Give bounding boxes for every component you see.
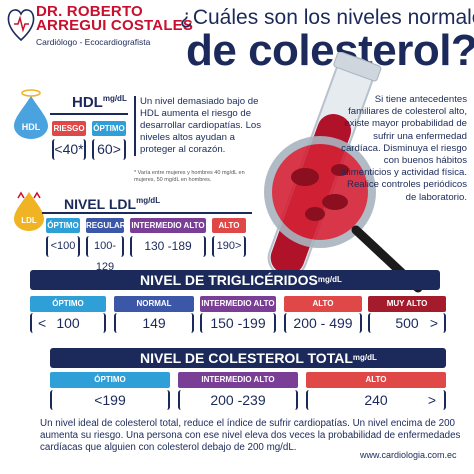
ldl-value-alto: 190> [212,236,246,257]
page-title-line-1: ¿Cuáles son los niveles normales [180,6,474,29]
brand-subtitle: Cardiólogo - Ecocardiografista [36,37,151,47]
ldl-label-regular: REGULAR [86,218,126,233]
total-value-intermedio-alto: 200 -239 [178,390,298,410]
test-tube-magnifier-illustration [264,52,423,293]
trig-value-alto: 200 - 499 [284,313,362,333]
hdl-description: Un nivel demasiado bajo de HDL aumenta e… [134,96,264,156]
ldl-title-text: NIVEL LDL [64,196,137,212]
trig-value-optimo: <100 [30,313,106,333]
trig-label-intermedio-alto: INTERMEDIO ALTO [200,296,276,312]
hdl-title: HDLmg/dL [72,94,127,111]
trig-value-intermedio-alto: 150 -199 [200,313,276,333]
trig-value-muy-alto: 500 > [368,313,446,333]
trig-value-normal: 149 [114,313,194,333]
ldl-badge: LDL [21,216,37,225]
hdl-divider [50,113,128,115]
less-than-symbol: < [38,315,47,331]
trig-label-optimo: ÓPTIMO [30,296,106,312]
page-title-line-2: de colesterol? [186,26,474,75]
hdl-label-optimo: ÓPTIMO [92,121,126,136]
total-value-alto: 240 > [306,390,446,410]
hdl-footnote: * Varía entre mujeres y hombres 40 mg/dL… [134,170,245,183]
total-label-alto: ALTO [306,372,446,388]
hdl-value-riesgo: <40* [52,139,86,160]
trig-value-muy-alto-text: 500 [395,315,419,331]
hdl-unit: mg/dL [102,94,127,103]
trig-value-optimo-text: 100 [56,315,80,331]
ldl-label-alto: ALTO [212,218,246,233]
ldl-unit: mg/dL [136,196,161,205]
total-title: NIVEL DE COLESTEROL TOTAL [140,350,353,366]
ldl-label-optimo: ÓPTIMO [46,218,80,233]
hdl-title-text: HDL [72,94,103,111]
total-label-optimo: ÓPTIMO [50,372,170,388]
ldl-drop-icon: LDL [14,191,44,231]
hdl-badge: HDL [22,122,41,132]
hdl-value-optimo: 60> [92,139,126,160]
footer-description: Un nivel ideal de colesterol total, redu… [40,418,461,453]
total-label-intermedio-alto: INTERMEDIO ALTO [178,372,298,388]
brand-line-2: ARREGUI COSTALES [36,17,194,34]
trig-label-alto: ALTO [284,296,362,312]
greater-than-symbol: > [429,315,438,331]
greater-than-symbol: > [427,392,436,408]
ldl-title: NIVEL LDLmg/dL [64,196,160,212]
total-section-bar: NIVEL DE COLESTEROL TOTALmg/dL [50,348,446,368]
website-link[interactable]: www.cardiologia.com.ec [360,450,457,460]
trig-label-normal: NORMAL [114,296,194,312]
total-value-alto-text: 240 [364,392,388,408]
trig-section-bar: NIVEL DE TRIGLICÉRIDOSmg/dL [30,270,440,290]
ldl-value-intermedio-alto: 130 -189 [130,236,206,257]
total-unit: mg/dL [352,353,377,362]
hdl-label-riesgo: RIESGO [52,121,86,136]
trig-label-muy-alto: MUY ALTO [368,296,446,312]
ldl-value-optimo: <100 [46,236,80,257]
hdl-drop-icon: HDL [14,89,48,139]
ldl-divider [42,212,252,214]
ldl-label-intermedio-alto: INTERMEDIO ALTO [130,218,206,233]
trig-title: NIVEL DE TRIGLICÉRIDOS [140,272,318,288]
ldl-value-regular: 100-129 [86,236,124,273]
brand-line-1: DR. ROBERTO [36,3,143,20]
total-value-optimo: <199 [50,390,170,410]
brand-name: DR. ROBERTO ARREGUI COSTALES [36,3,194,34]
trig-unit: mg/dL [317,275,342,284]
heart-logo-icon [7,9,35,42]
family-history-text: Si tiene antecedentes familiares de cole… [341,94,467,203]
